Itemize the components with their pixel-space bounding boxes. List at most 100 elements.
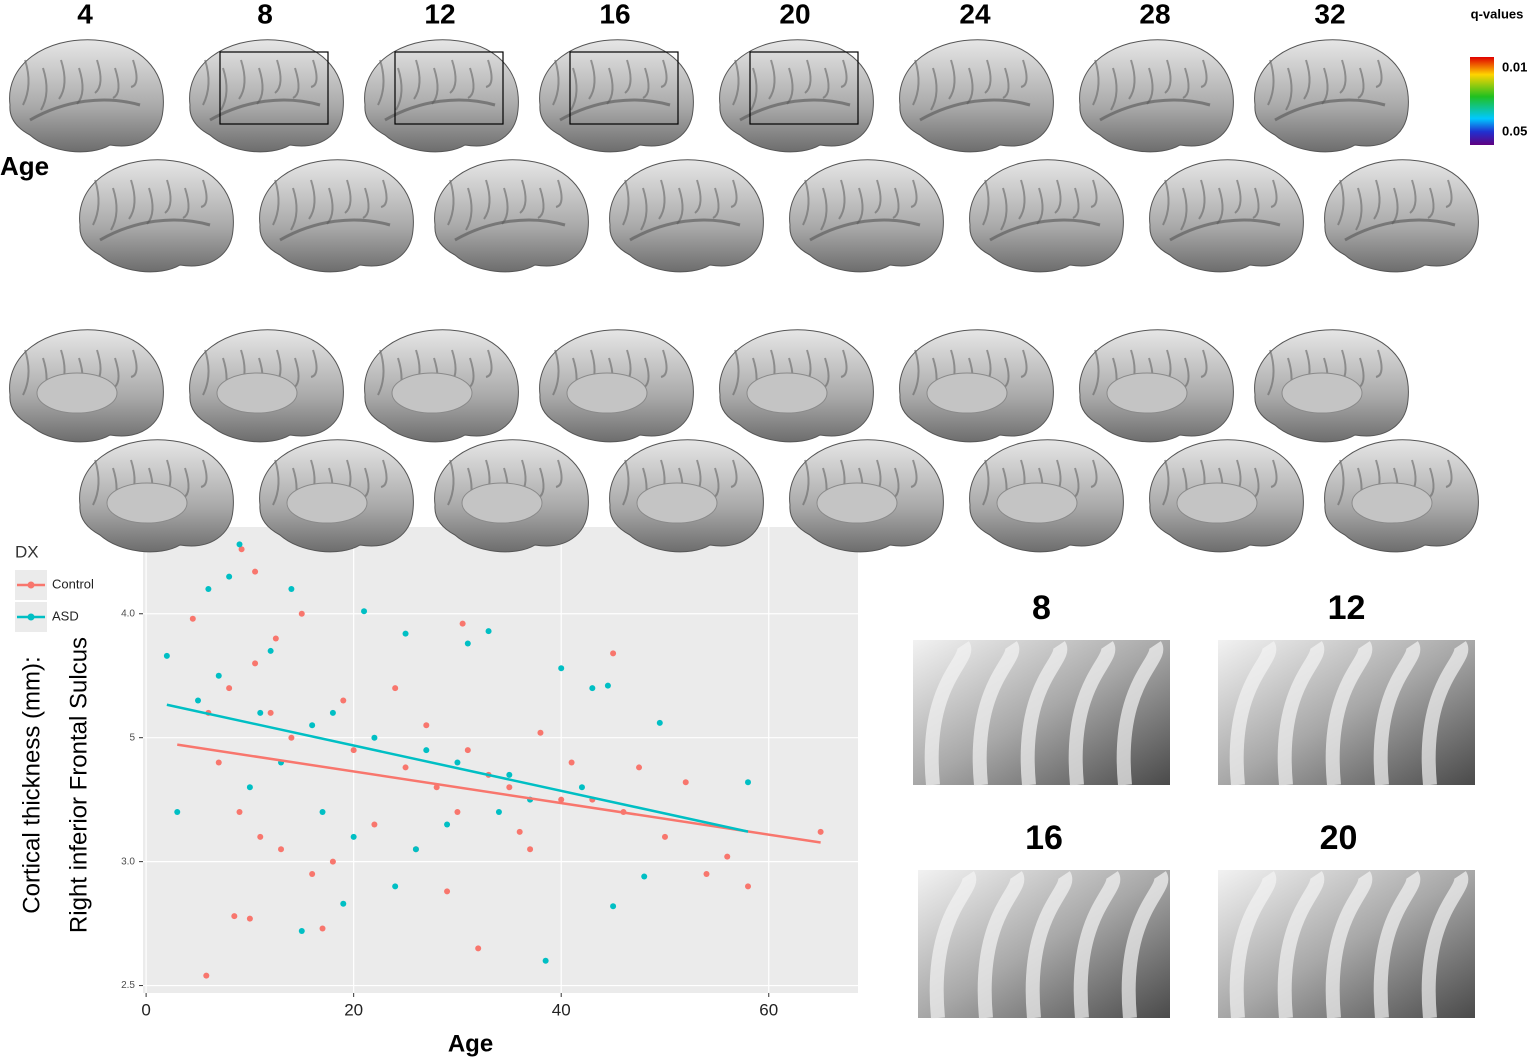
brain-gyrus bbox=[447, 459, 455, 506]
age-label: 24 bbox=[959, 0, 991, 29]
brain-gyrus bbox=[642, 67, 650, 99]
brain-gyrus bbox=[840, 59, 848, 88]
brain-gyrus bbox=[1164, 59, 1172, 94]
brain-gyrus bbox=[1002, 67, 1010, 99]
x-tick-label: 60 bbox=[759, 1000, 778, 1019]
brain-gyrus bbox=[1000, 187, 1008, 231]
brain-gyrus bbox=[840, 349, 848, 378]
brain bbox=[434, 439, 589, 553]
brain-medial-wall bbox=[1176, 482, 1258, 524]
brain-gyrus bbox=[485, 59, 493, 88]
brain-gyrus bbox=[982, 179, 990, 226]
brain-gyrus bbox=[624, 59, 632, 94]
brain-gyrus bbox=[395, 67, 403, 111]
plot-background bbox=[143, 527, 858, 993]
brain-gyrus bbox=[930, 67, 938, 111]
brain-gyrus bbox=[694, 179, 702, 214]
point bbox=[252, 568, 259, 575]
zoom-gyrus bbox=[1277, 871, 1325, 1019]
brain-gyrus bbox=[822, 67, 830, 99]
brain bbox=[79, 159, 234, 273]
brain-sulcus bbox=[1274, 98, 1386, 122]
colorbar-label: 0.01 bbox=[1502, 59, 1527, 74]
brain-gyrus bbox=[449, 59, 457, 94]
brain-surface bbox=[364, 39, 519, 153]
x-axis-label: Age bbox=[448, 1030, 493, 1057]
brain-gyrus bbox=[982, 459, 990, 506]
brain-gyrus bbox=[537, 187, 545, 219]
fit-line bbox=[177, 743, 821, 844]
point bbox=[459, 620, 466, 627]
brain-surface bbox=[539, 39, 694, 153]
brain-gyrus bbox=[238, 59, 246, 100]
zoom-gyrus bbox=[924, 641, 972, 786]
brain-gyrus bbox=[92, 459, 100, 506]
brain-gyrus bbox=[730, 459, 738, 488]
point bbox=[309, 722, 316, 729]
zoom-gyrus bbox=[1325, 871, 1373, 1019]
point bbox=[412, 846, 419, 853]
brain-gyrus bbox=[220, 67, 228, 111]
brain-gyrus bbox=[912, 59, 920, 106]
point bbox=[454, 809, 461, 816]
scatter-chart: 2.5 3.0 5 4.0 0 20 40 60 Age Cortical thickness (… bbox=[15, 527, 858, 1057]
brain-gyrus bbox=[110, 187, 118, 231]
brain bbox=[434, 159, 589, 273]
brain-gyrus bbox=[467, 67, 475, 99]
brain-surface bbox=[259, 159, 414, 273]
brain-gyrus bbox=[1285, 67, 1293, 111]
colorbar-gradient bbox=[1470, 57, 1494, 145]
point bbox=[361, 608, 368, 615]
brain-surface bbox=[434, 159, 589, 273]
brain bbox=[259, 439, 414, 553]
brain-gyrus bbox=[377, 59, 385, 106]
point bbox=[340, 900, 347, 907]
brain-gyrus bbox=[22, 59, 30, 106]
brain-gyrus bbox=[1375, 59, 1383, 88]
brain bbox=[539, 329, 694, 443]
brain-medial-wall bbox=[286, 482, 368, 524]
y-axis-label: Cortical thickness (mm): bbox=[18, 656, 45, 913]
point bbox=[319, 925, 326, 932]
colorbar-label: 0.05 bbox=[1502, 123, 1527, 138]
point bbox=[402, 764, 409, 771]
brain-medial-wall bbox=[1281, 372, 1363, 414]
brain-sulcus bbox=[559, 98, 671, 122]
row-label: Age bbox=[0, 151, 49, 181]
brain-medial-wall bbox=[1106, 372, 1188, 414]
zoom-gyrus bbox=[929, 871, 977, 1019]
brain-gyrus bbox=[202, 349, 210, 396]
point bbox=[189, 615, 196, 622]
zoom-gyrus bbox=[1373, 871, 1421, 1019]
brain-gyrus bbox=[1092, 349, 1100, 396]
brain-gyrus bbox=[1337, 179, 1345, 226]
y-tick-label: 2.5 bbox=[121, 980, 135, 991]
brain-gyrus bbox=[130, 349, 138, 378]
point bbox=[319, 809, 326, 816]
brain bbox=[364, 329, 519, 443]
brain-sulcus bbox=[1099, 98, 1211, 122]
brain-gyrus bbox=[413, 59, 421, 100]
brain-gyrus bbox=[838, 179, 846, 220]
zoom-gyrus bbox=[972, 641, 1020, 786]
point bbox=[215, 672, 222, 679]
brain-surface bbox=[1079, 39, 1234, 153]
brain-surface bbox=[899, 39, 1054, 153]
brain-gyrus bbox=[58, 59, 66, 100]
colorbar-title: q-values bbox=[1471, 6, 1524, 21]
brain-gyrus bbox=[640, 187, 648, 231]
brain bbox=[1149, 159, 1304, 273]
point bbox=[604, 682, 611, 689]
brain-gyrus bbox=[820, 187, 828, 231]
point bbox=[656, 719, 663, 726]
brain-gyrus bbox=[1182, 67, 1190, 99]
point bbox=[682, 779, 689, 786]
brain-gyrus bbox=[1409, 179, 1417, 214]
brain-gyrus bbox=[1110, 67, 1118, 111]
brain-gyrus bbox=[1270, 179, 1278, 208]
zoom-gyrus bbox=[1116, 641, 1164, 786]
brain bbox=[539, 39, 694, 153]
brain-gyrus bbox=[272, 179, 280, 226]
point bbox=[641, 873, 648, 880]
brain-gyrus bbox=[362, 187, 370, 219]
